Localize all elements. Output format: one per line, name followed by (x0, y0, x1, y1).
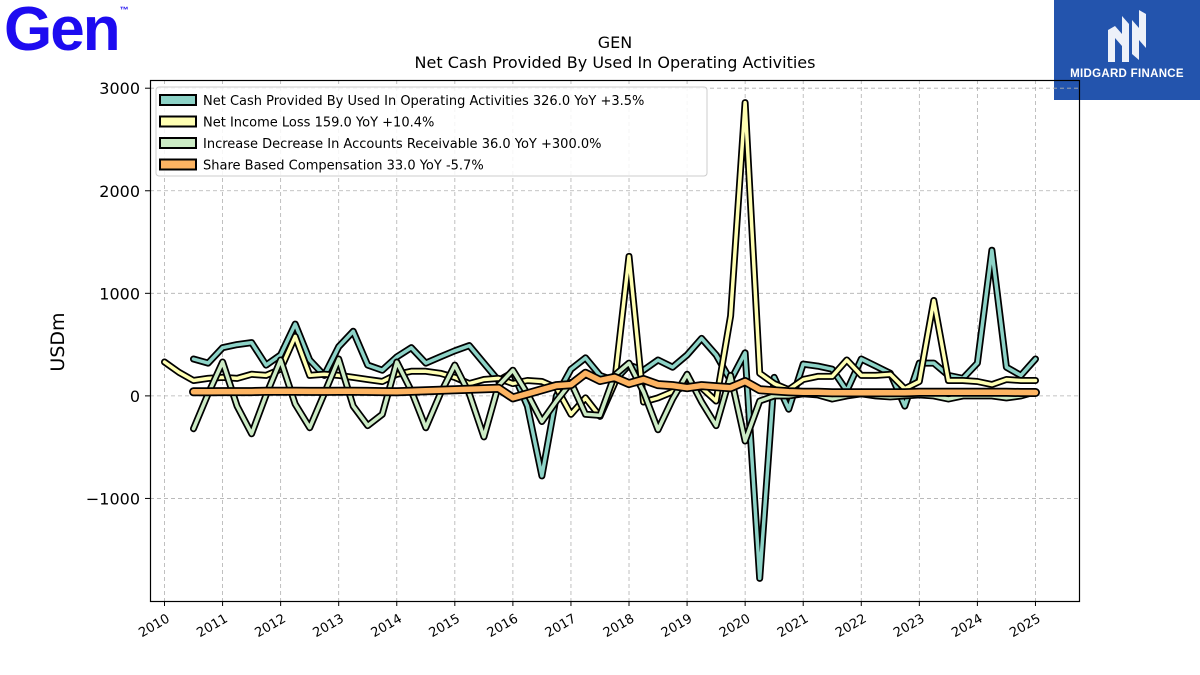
legend-swatch (159, 158, 197, 171)
x-tick-label: 2021 (775, 611, 811, 641)
gen-logo-text: Gen (4, 0, 121, 64)
legend: Net Cash Provided By Used In Operating A… (155, 86, 708, 177)
x-tick-label: 2024 (949, 611, 985, 641)
y-tick-label: 1000 (99, 284, 140, 303)
series-line (191, 248, 1038, 581)
legend-swatch (159, 115, 197, 128)
x-tick-label: 2013 (311, 611, 347, 641)
x-tick-label: 2010 (136, 611, 172, 641)
legend-entry-label: Net Income Loss 159.0 YoY +10.4% (203, 116, 434, 131)
y-tick-label: −1000 (86, 489, 140, 508)
x-tick-label: 2017 (543, 611, 579, 641)
series-line (190, 370, 1039, 401)
x-tick-label: 2012 (252, 611, 288, 641)
series-outline (190, 246, 1039, 582)
gen-logo-trademark: ™ (119, 5, 129, 15)
x-tick-label: 2014 (369, 611, 405, 641)
midgard-mark-icon (1108, 10, 1146, 62)
x-tick-label: 2022 (833, 611, 869, 641)
x-tick-label: 2011 (194, 611, 230, 641)
gen-logo: Gen™ (4, 0, 129, 61)
x-axis: 2010 2011 2012 2013 2014 2015 2016 2017 2018 2019… (136, 601, 1043, 641)
x-tick-label: 2016 (485, 611, 521, 641)
x-tick-label: 2025 (1007, 611, 1043, 641)
chart-title: GEN (598, 33, 632, 52)
legend-box (155, 86, 708, 177)
legend-entry-label: Share Based Compensation 33.0 YoY -5.7% (203, 159, 484, 174)
x-tick-label: 2019 (659, 611, 695, 641)
x-tick-label: 2015 (427, 611, 463, 641)
y-tick-label: 3000 (99, 79, 140, 98)
legend-swatch (159, 137, 197, 149)
x-tick-label: 2018 (601, 611, 637, 641)
legend-swatch (159, 94, 197, 106)
midgard-finance-logo: MIDGARD FINANCE (1054, 0, 1200, 100)
series-lines (161, 99, 1040, 582)
x-tick-label: 2023 (891, 611, 927, 641)
y-tick-label: 0 (130, 387, 140, 406)
y-axis: −1000 0 1000 2000 3000 (86, 79, 150, 508)
plot-frame (149, 79, 1081, 603)
legend-entry-label: Increase Decrease In Accounts Receivable… (203, 137, 601, 152)
y-tick-label: 2000 (99, 182, 140, 201)
x-tick-label: 2020 (717, 611, 753, 641)
chart-subtitle: Net Cash Provided By Used In Operating A… (415, 53, 816, 72)
legend-entry-label: Net Cash Provided By Used In Operating A… (203, 94, 644, 109)
y-axis-label: USDm (47, 312, 69, 371)
midgard-brand-text: MIDGARD FINANCE (1070, 68, 1184, 80)
